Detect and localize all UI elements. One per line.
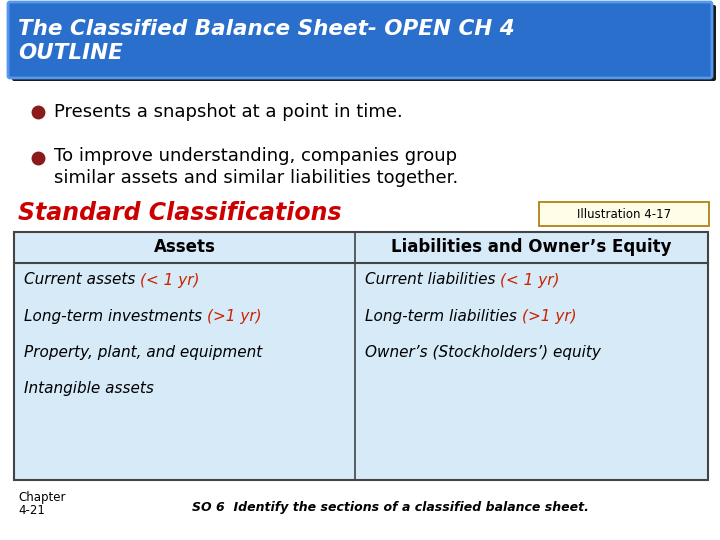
FancyBboxPatch shape	[12, 5, 716, 81]
Text: similar assets and similar liabilities together.: similar assets and similar liabilities t…	[54, 169, 458, 187]
Text: Illustration 4-17: Illustration 4-17	[577, 207, 671, 220]
Text: Current liabilities: Current liabilities	[365, 273, 500, 287]
Text: (>1 yr): (>1 yr)	[522, 308, 577, 323]
Text: (< 1 yr): (< 1 yr)	[140, 273, 199, 287]
Text: Intangible assets: Intangible assets	[24, 381, 154, 395]
Text: Property, plant, and equipment: Property, plant, and equipment	[24, 345, 262, 360]
Text: Liabilities and Owner’s Equity: Liabilities and Owner’s Equity	[391, 238, 672, 256]
Text: Long-term investments: Long-term investments	[24, 308, 207, 323]
Text: Long-term liabilities: Long-term liabilities	[365, 308, 522, 323]
Text: OUTLINE: OUTLINE	[18, 43, 123, 63]
FancyBboxPatch shape	[539, 202, 709, 226]
Text: Chapter: Chapter	[18, 490, 66, 503]
Text: Presents a snapshot at a point in time.: Presents a snapshot at a point in time.	[54, 103, 402, 121]
Text: (>1 yr): (>1 yr)	[207, 308, 261, 323]
FancyBboxPatch shape	[8, 2, 712, 78]
Text: (< 1 yr): (< 1 yr)	[500, 273, 560, 287]
Text: Assets: Assets	[153, 238, 215, 256]
Text: Current assets: Current assets	[24, 273, 140, 287]
Text: SO 6  Identify the sections of a classified balance sheet.: SO 6 Identify the sections of a classifi…	[192, 501, 588, 514]
Text: Owner’s (Stockholders’) equity: Owner’s (Stockholders’) equity	[365, 345, 601, 360]
Text: Standard Classifications: Standard Classifications	[18, 201, 341, 225]
Text: The Classified Balance Sheet- OPEN CH 4: The Classified Balance Sheet- OPEN CH 4	[18, 19, 515, 39]
FancyBboxPatch shape	[14, 232, 708, 480]
Text: To improve understanding, companies group: To improve understanding, companies grou…	[54, 147, 457, 165]
Text: 4-21: 4-21	[18, 503, 45, 516]
